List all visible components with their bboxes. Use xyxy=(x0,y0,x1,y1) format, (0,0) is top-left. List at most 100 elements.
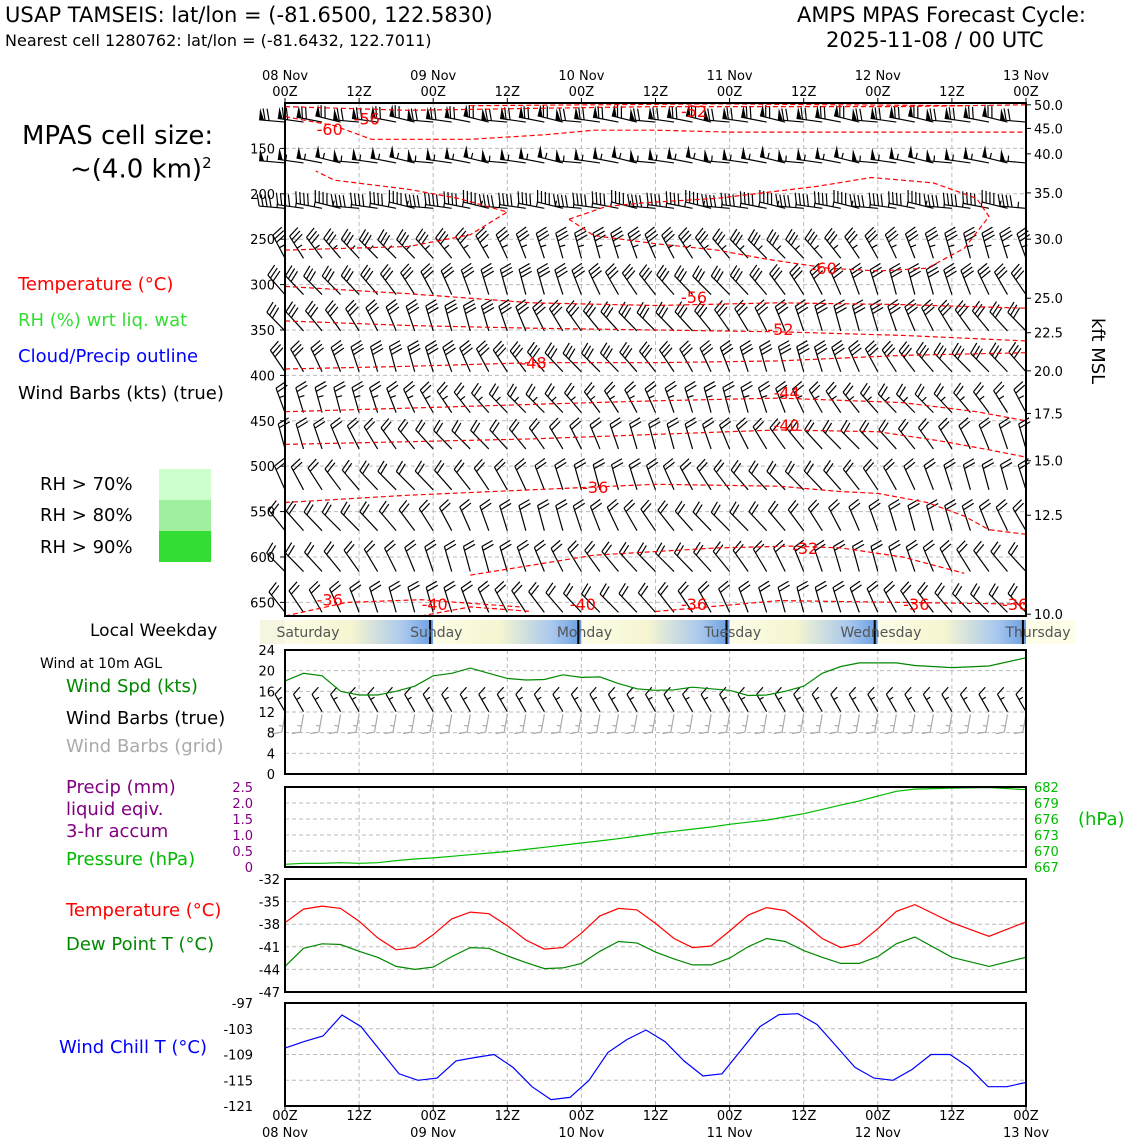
xs-wind-barb xyxy=(889,146,915,164)
xs-wind-barb xyxy=(656,264,675,295)
barb-flag xyxy=(716,303,726,314)
barb-flag xyxy=(679,458,690,468)
wind-frame xyxy=(284,649,1027,775)
barb-flag xyxy=(701,343,712,353)
barb-staff xyxy=(694,237,712,259)
barb-flag xyxy=(849,194,853,207)
barb-flag xyxy=(590,498,601,507)
xs-wind-barb xyxy=(499,498,512,531)
barb-staff xyxy=(363,548,379,572)
barb-flag xyxy=(889,263,901,271)
xs-wind-barb xyxy=(956,540,971,572)
barb-flag xyxy=(963,502,974,511)
barb-flag xyxy=(942,306,952,316)
xs-wind-barb xyxy=(345,299,360,332)
xs-wind-barb xyxy=(498,192,526,209)
xs-wind-barb xyxy=(696,458,712,491)
barb-pennant xyxy=(982,145,988,158)
barb-flag xyxy=(556,270,568,278)
xs-wind-barb xyxy=(692,501,712,532)
barb-flag xyxy=(829,234,838,245)
barb-half-flag xyxy=(544,152,548,159)
wind10m-barb xyxy=(367,686,379,712)
barb-pennant xyxy=(759,104,765,117)
barb-flag xyxy=(361,231,369,243)
barb-half-flag xyxy=(903,396,909,402)
barb-staff xyxy=(809,271,823,295)
barb-flag xyxy=(957,303,966,314)
barb-flag xyxy=(609,270,619,280)
barb-flag xyxy=(751,267,760,279)
barb-flag xyxy=(457,230,467,241)
temp-contour-label: -52 xyxy=(767,320,793,339)
barb-flag xyxy=(861,195,865,208)
xs-wind-barb xyxy=(403,380,416,413)
xs-wind-barb xyxy=(518,263,532,295)
barb-staff xyxy=(749,274,768,295)
barb-pennant xyxy=(389,145,395,158)
barb-staff xyxy=(545,592,564,613)
barb-flag xyxy=(800,107,804,120)
barb-flag xyxy=(833,539,845,548)
barb-flag xyxy=(552,686,560,695)
barb-flag xyxy=(917,418,927,429)
barb-flag xyxy=(547,345,555,357)
barb-staff xyxy=(973,550,990,572)
barb-flag xyxy=(940,303,950,313)
barb-flag xyxy=(435,194,439,207)
barb-pennant xyxy=(537,145,543,158)
wind10m-grid-barb xyxy=(903,714,916,735)
barb-flag xyxy=(709,194,713,207)
barb-flag xyxy=(415,419,423,431)
barb-staff xyxy=(442,347,453,372)
barb-pennant xyxy=(741,105,747,119)
xs-wind-barb xyxy=(516,539,530,572)
barb-pennant xyxy=(259,108,265,121)
rh90-swatch xyxy=(159,531,211,562)
barb-flag xyxy=(636,542,645,554)
barb-staff xyxy=(693,551,712,572)
legend-rh70: RH > 70% xyxy=(40,474,133,495)
barb-flag xyxy=(328,234,337,245)
top-hour-label: 12Z xyxy=(346,85,372,100)
barb-half-flag xyxy=(655,154,658,161)
xs-wind-barb xyxy=(644,380,657,413)
barb-flag xyxy=(743,192,746,205)
barb-staff xyxy=(832,546,842,572)
barb-flag xyxy=(421,384,432,394)
barb-half-flag xyxy=(940,396,946,402)
xs-wind-barb xyxy=(295,191,323,209)
temp-contour-label: -60 xyxy=(317,120,343,139)
xs-wind-barb xyxy=(537,145,564,164)
barb-flag xyxy=(1013,381,1024,391)
barb-half-flag xyxy=(706,395,713,398)
barb-flag xyxy=(756,302,767,312)
barb-staff xyxy=(552,694,564,712)
barb-flag xyxy=(1003,108,1007,121)
barb-staff xyxy=(796,587,805,613)
barb-flag xyxy=(534,302,544,312)
barb-flag xyxy=(742,347,754,356)
barb-staff xyxy=(978,506,990,531)
barb-flag xyxy=(671,106,674,119)
xs-wind-barb xyxy=(369,580,382,613)
barb-flag xyxy=(589,417,601,426)
weekday-label: Sunday xyxy=(410,625,462,641)
barb-staff xyxy=(741,157,767,164)
barb-staff xyxy=(833,201,860,209)
barb-flag xyxy=(823,459,831,471)
xs-wind-barb xyxy=(684,417,697,450)
barb-half-flag xyxy=(668,244,674,249)
barb-half-flag xyxy=(729,154,732,161)
barb-flag xyxy=(1015,270,1025,281)
xs-wind-barb xyxy=(443,539,457,572)
barb-flag xyxy=(446,307,458,315)
barb-flag xyxy=(722,381,734,389)
xs-wind-barb xyxy=(710,265,731,296)
barb-flag xyxy=(872,193,876,206)
barb-flag xyxy=(920,421,930,432)
barb-flag xyxy=(787,231,796,243)
barb-half-flag xyxy=(388,696,394,701)
xs-wind-barb xyxy=(266,542,286,572)
xs-wind-barb xyxy=(803,460,823,491)
